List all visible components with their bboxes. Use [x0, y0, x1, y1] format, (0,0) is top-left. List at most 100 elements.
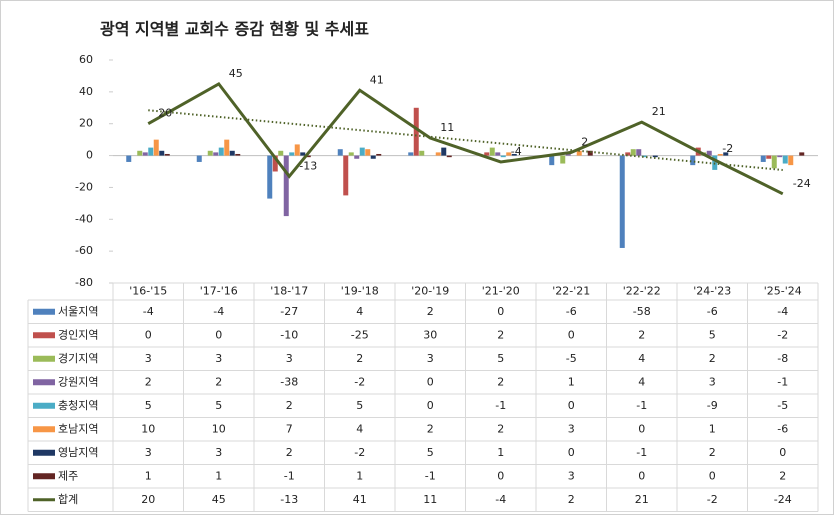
bar — [500, 155, 506, 158]
table-cell: -27 — [280, 305, 298, 318]
y-tick-label: 40 — [79, 85, 93, 98]
bar — [495, 152, 501, 156]
bar — [354, 155, 360, 159]
table-cell: 21 — [635, 493, 649, 506]
bar — [213, 152, 219, 156]
bar — [235, 153, 241, 156]
table-cell: -4 — [143, 305, 154, 318]
table-cell: -2 — [707, 493, 718, 506]
x-tick-label: '19-'18 — [341, 285, 379, 298]
table-cell: 4 — [356, 422, 363, 435]
table-cell: 20 — [141, 493, 155, 506]
bar — [690, 155, 696, 166]
y-tick-label: 0 — [86, 149, 93, 162]
bar — [484, 152, 490, 156]
table-cell: 45 — [212, 493, 226, 506]
table-cell: -1 — [636, 446, 647, 459]
table-cell: 1 — [568, 375, 575, 388]
y-tick-label: -20 — [75, 180, 93, 193]
chart-title: 광역 지역별 교회수 증감 현황 및 추세표 — [100, 20, 369, 39]
x-tick-label: '17-'16 — [200, 285, 238, 298]
x-tick-label: '25-'24 — [764, 285, 802, 298]
bar — [300, 152, 306, 156]
bar — [142, 152, 148, 156]
table-cell: 0 — [497, 305, 504, 318]
table-cell: -9 — [707, 399, 718, 412]
bar — [267, 155, 273, 199]
bar — [760, 155, 766, 162]
table-cell: -4 — [777, 305, 788, 318]
bar — [788, 155, 794, 166]
data-label: 20 — [158, 107, 172, 120]
table-cell: -5 — [777, 399, 788, 412]
data-label: -2 — [722, 142, 733, 155]
bar — [370, 155, 376, 159]
x-tick-label: '22-'21 — [552, 285, 590, 298]
table-cell: -1 — [495, 399, 506, 412]
x-tick-label: '22-'22 — [623, 285, 661, 298]
bar — [278, 150, 284, 156]
bar — [771, 155, 777, 169]
bar — [365, 149, 371, 156]
bar — [630, 149, 636, 156]
legend-label: 서울지역 — [58, 305, 98, 318]
table-cell: 5 — [145, 399, 152, 412]
data-label: 11 — [440, 121, 454, 134]
bar — [343, 155, 349, 196]
table-cell: -4 — [495, 493, 506, 506]
bar — [207, 150, 213, 156]
bar — [283, 155, 289, 217]
bar — [294, 144, 300, 156]
legend-label: 합계 — [58, 493, 78, 506]
y-tick-label: -40 — [75, 212, 93, 225]
legend-key — [33, 473, 55, 480]
table-cell: 3 — [215, 446, 222, 459]
table-cell: 4 — [638, 375, 645, 388]
table-cell: 2 — [638, 328, 645, 341]
table-cell: -10 — [280, 328, 298, 341]
legend-key — [33, 355, 55, 362]
data-label: 41 — [370, 73, 384, 86]
table-cell: 0 — [497, 469, 504, 482]
table-cell: 5 — [497, 352, 504, 365]
table-cell: 3 — [427, 352, 434, 365]
table-cell: 11 — [423, 493, 437, 506]
table-cell: 3 — [286, 352, 293, 365]
bar — [148, 147, 154, 156]
bar — [337, 149, 343, 156]
bar — [159, 150, 165, 156]
table-cell: 0 — [709, 469, 716, 482]
table-cell: -4 — [213, 305, 224, 318]
table-cell: -1 — [636, 399, 647, 412]
bar — [723, 152, 729, 156]
table-cell: -24 — [774, 493, 792, 506]
table-cell: 1 — [497, 446, 504, 459]
bar — [641, 155, 647, 158]
bar — [777, 155, 783, 158]
table-cell: 2 — [779, 469, 786, 482]
bar — [717, 153, 723, 156]
table-cell: 2 — [286, 399, 293, 412]
table-cell: 3 — [215, 352, 222, 365]
table-cell: 1 — [215, 469, 222, 482]
bar — [376, 153, 382, 156]
bar — [224, 139, 230, 156]
table-cell: 30 — [423, 328, 437, 341]
x-tick-label: '18-'17 — [270, 285, 308, 298]
table-cell: 5 — [709, 328, 716, 341]
table-cell: 4 — [638, 352, 645, 365]
bar — [625, 152, 631, 156]
bar — [766, 155, 772, 159]
table-cell: 5 — [427, 446, 434, 459]
bar — [348, 152, 354, 156]
legend-label: 제주 — [58, 469, 78, 482]
legend-key — [33, 308, 55, 315]
bar — [289, 152, 295, 156]
legend-key — [33, 379, 55, 386]
bar — [506, 152, 512, 156]
table-cell: -5 — [566, 352, 577, 365]
table-cell: 3 — [145, 446, 152, 459]
data-label: 2 — [581, 135, 588, 148]
